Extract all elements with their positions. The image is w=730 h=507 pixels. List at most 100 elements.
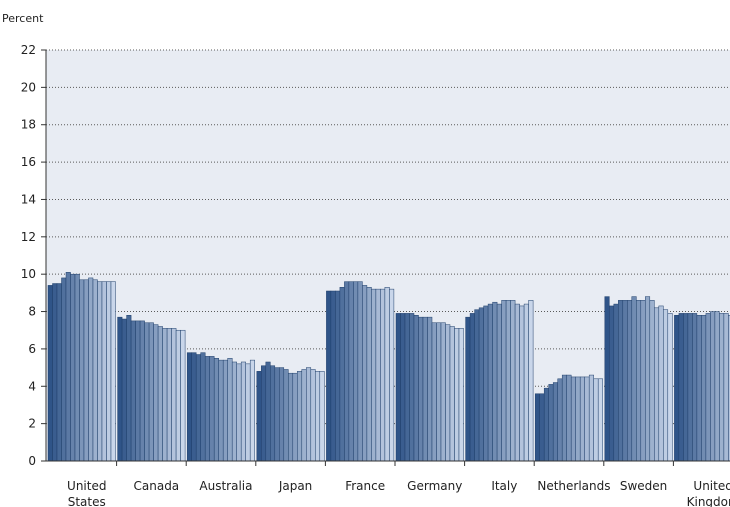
bar — [534, 393, 540, 462]
bar — [256, 371, 262, 462]
bar — [265, 361, 271, 462]
bar — [274, 367, 280, 462]
bar — [723, 313, 729, 462]
bar — [270, 365, 276, 462]
bar — [613, 303, 619, 462]
bar — [496, 303, 502, 462]
bar — [310, 369, 316, 462]
x-tick-label-line: United — [693, 479, 730, 493]
bar — [543, 387, 549, 462]
bar — [705, 313, 711, 462]
x-tick-label-line: Japan — [278, 479, 312, 493]
bar — [654, 307, 660, 462]
bar — [678, 313, 684, 462]
bar — [371, 288, 377, 462]
bar — [528, 300, 534, 462]
bar — [465, 316, 471, 462]
bar — [297, 371, 303, 462]
x-tick-label: Canada — [134, 479, 180, 493]
bar — [117, 316, 123, 462]
bar — [552, 382, 558, 462]
bar — [696, 315, 702, 462]
bar — [92, 279, 98, 462]
bar — [618, 300, 624, 462]
bar — [209, 356, 215, 462]
bar — [191, 352, 197, 462]
bar — [348, 281, 354, 462]
bar — [70, 273, 76, 462]
bar — [249, 359, 255, 462]
bar — [427, 316, 433, 462]
bar — [97, 281, 103, 462]
bar — [213, 358, 219, 462]
bar — [195, 354, 201, 462]
bar — [478, 307, 484, 462]
bar — [588, 374, 594, 462]
bar — [315, 371, 321, 462]
bar — [106, 281, 112, 462]
bar — [418, 316, 424, 462]
y-tick-label: 16 — [21, 155, 36, 169]
y-axis-ticks: 0 2 4 6 8 10 12 14 16 18 20 22 — [21, 43, 46, 468]
bar — [539, 393, 545, 462]
bar — [56, 283, 62, 462]
bar — [157, 326, 163, 462]
bar — [88, 277, 94, 462]
bar — [501, 300, 507, 462]
bar — [130, 320, 136, 462]
bar — [148, 322, 154, 462]
bar — [719, 313, 725, 462]
bar — [139, 320, 145, 462]
x-tick-label-line: France — [345, 479, 385, 493]
bar — [353, 281, 359, 462]
bar — [449, 326, 455, 462]
bar — [609, 305, 615, 462]
bar — [326, 290, 332, 462]
bar — [566, 374, 572, 462]
bar — [339, 287, 345, 462]
bar — [204, 356, 210, 462]
bar — [236, 363, 242, 462]
bar — [330, 290, 336, 462]
y-tick-label: 0 — [28, 454, 36, 468]
bar — [384, 287, 390, 462]
bar — [47, 285, 53, 462]
bar — [162, 328, 168, 462]
bar — [492, 301, 498, 462]
y-tick-label: 8 — [28, 305, 36, 319]
y-tick-label: 14 — [21, 192, 36, 206]
bar — [683, 313, 689, 462]
x-tick-label-line: Germany — [407, 479, 462, 493]
bar — [319, 371, 325, 462]
bar — [622, 300, 628, 462]
y-tick-label: 12 — [21, 230, 36, 244]
bar — [231, 361, 237, 462]
bar — [288, 372, 294, 462]
x-tick-label: Netherlands — [537, 479, 610, 493]
bar — [380, 288, 386, 462]
x-tick-label: Australia — [199, 479, 252, 493]
bar — [279, 367, 285, 462]
bar — [413, 315, 419, 462]
bar — [121, 318, 127, 462]
bar — [561, 374, 567, 462]
bar — [395, 313, 401, 462]
bar — [692, 313, 698, 462]
bar — [636, 300, 642, 462]
bar — [604, 296, 610, 462]
bar — [200, 352, 206, 462]
bar — [283, 369, 289, 462]
bar — [110, 281, 116, 462]
bar-series — [47, 272, 730, 462]
bar — [570, 376, 576, 462]
axes — [45, 50, 730, 462]
bar — [101, 281, 107, 462]
bar — [728, 315, 730, 462]
bar — [714, 311, 720, 462]
bar — [687, 313, 693, 462]
bar — [519, 305, 525, 462]
bar — [557, 378, 563, 462]
bar — [422, 316, 428, 462]
bar — [301, 369, 307, 462]
bar — [362, 285, 368, 462]
